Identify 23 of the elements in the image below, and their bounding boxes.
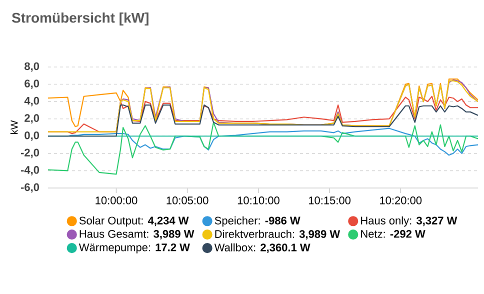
legend-label: Solar Output: 4,234 W [79,216,189,227]
legend-label: Wärmepumpe: 17.2 W [78,243,190,254]
y-tick-label: 0,0 [24,131,40,141]
y-tick-label: -2,0 [20,148,40,158]
legend-label: Haus Gesamt: 3,989 W [80,230,194,240]
legend-label: Wallbox: 2,360.1 W [214,243,310,254]
legend-label: Direktverbrauch: 3,989 W [215,230,340,240]
x-tick-label: 10:10:00 [238,196,280,204]
x-tick-label: 10:20:00 [380,196,422,204]
x-tick-label: 10:05:00 [166,196,208,204]
y-tick-label: -6,0 [20,183,40,193]
legend-label: Speicher: -986 W [214,216,300,227]
y-tick-label: -4,0 [20,166,40,176]
y-tick-label: 4,0 [24,96,40,106]
y-tick-label: 2,0 [24,114,40,124]
y-tick-label: 8,0 [24,62,40,72]
y-tick-label: 6,0 [24,80,40,89]
legend-label: Haus only: 3,327 W [361,216,458,227]
y-axis-title: kW [10,120,18,134]
x-tick-label: 10:15:00 [308,196,351,204]
legend-label: Netz: -292 W [361,230,426,238]
chart-title: Stromübersicht [kW] [12,12,148,26]
x-tick-label: 10:00:00 [96,196,138,204]
